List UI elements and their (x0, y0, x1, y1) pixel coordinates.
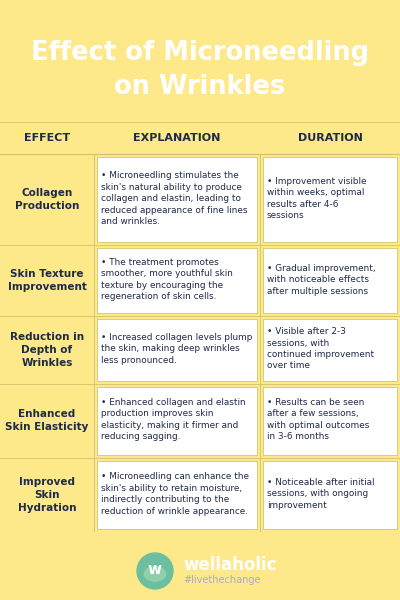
Ellipse shape (144, 567, 166, 581)
Text: DURATION: DURATION (298, 133, 362, 143)
FancyBboxPatch shape (97, 157, 257, 242)
Circle shape (137, 553, 173, 589)
Text: Reduction in
Depth of
Wrinkles: Reduction in Depth of Wrinkles (10, 332, 84, 368)
FancyBboxPatch shape (263, 248, 397, 313)
Text: Effect of Microneedling: Effect of Microneedling (31, 40, 369, 66)
FancyBboxPatch shape (97, 319, 257, 380)
Text: • Improvement visible
within weeks, optimal
results after 4-6
sessions: • Improvement visible within weeks, opti… (267, 177, 366, 220)
Text: • Visible after 2-3
sessions, with
continued improvement
over time: • Visible after 2-3 sessions, with conti… (267, 327, 374, 370)
FancyBboxPatch shape (263, 319, 397, 380)
Text: • Microneedling stimulates the
skin's natural ability to produce
collagen and el: • Microneedling stimulates the skin's na… (101, 171, 248, 226)
Text: wellaholic: wellaholic (183, 556, 276, 574)
Text: #livethechange: #livethechange (183, 575, 260, 585)
FancyBboxPatch shape (97, 248, 257, 313)
Text: • Gradual improvement,
with noticeable effects
after multiple sessions: • Gradual improvement, with noticeable e… (267, 263, 376, 296)
Text: • Results can be seen
after a few sessions,
with optimal outcomes
in 3-6 months: • Results can be seen after a few sessio… (267, 398, 369, 442)
FancyBboxPatch shape (263, 461, 397, 529)
Text: • Increased collagen levels plump
the skin, making deep wrinkles
less pronounced: • Increased collagen levels plump the sk… (101, 333, 252, 365)
Text: EFFECT: EFFECT (24, 133, 70, 143)
Text: • Microneedling can enhance the
skin's ability to retain moisture,
indirectly co: • Microneedling can enhance the skin's a… (101, 472, 249, 515)
Text: • Enhanced collagen and elastin
production improves skin
elasticity, making it f: • Enhanced collagen and elastin producti… (101, 398, 246, 442)
Text: Improved
Skin
Hydration: Improved Skin Hydration (18, 476, 76, 513)
Text: • The treatment promotes
smoother, more youthful skin
texture by encouraging the: • The treatment promotes smoother, more … (101, 258, 233, 301)
Text: w: w (148, 563, 162, 577)
Text: Collagen
Production: Collagen Production (15, 188, 79, 211)
Text: • Noticeable after initial
sessions, with ongoing
improvement: • Noticeable after initial sessions, wit… (267, 478, 374, 510)
FancyBboxPatch shape (97, 461, 257, 529)
Text: Enhanced
Skin Elasticity: Enhanced Skin Elasticity (5, 409, 89, 432)
Text: EXPLANATION: EXPLANATION (133, 133, 221, 143)
FancyBboxPatch shape (263, 386, 397, 455)
Text: Skin Texture
Improvement: Skin Texture Improvement (8, 269, 86, 292)
FancyBboxPatch shape (97, 386, 257, 455)
FancyBboxPatch shape (263, 157, 397, 242)
Text: on Wrinkles: on Wrinkles (114, 74, 286, 100)
